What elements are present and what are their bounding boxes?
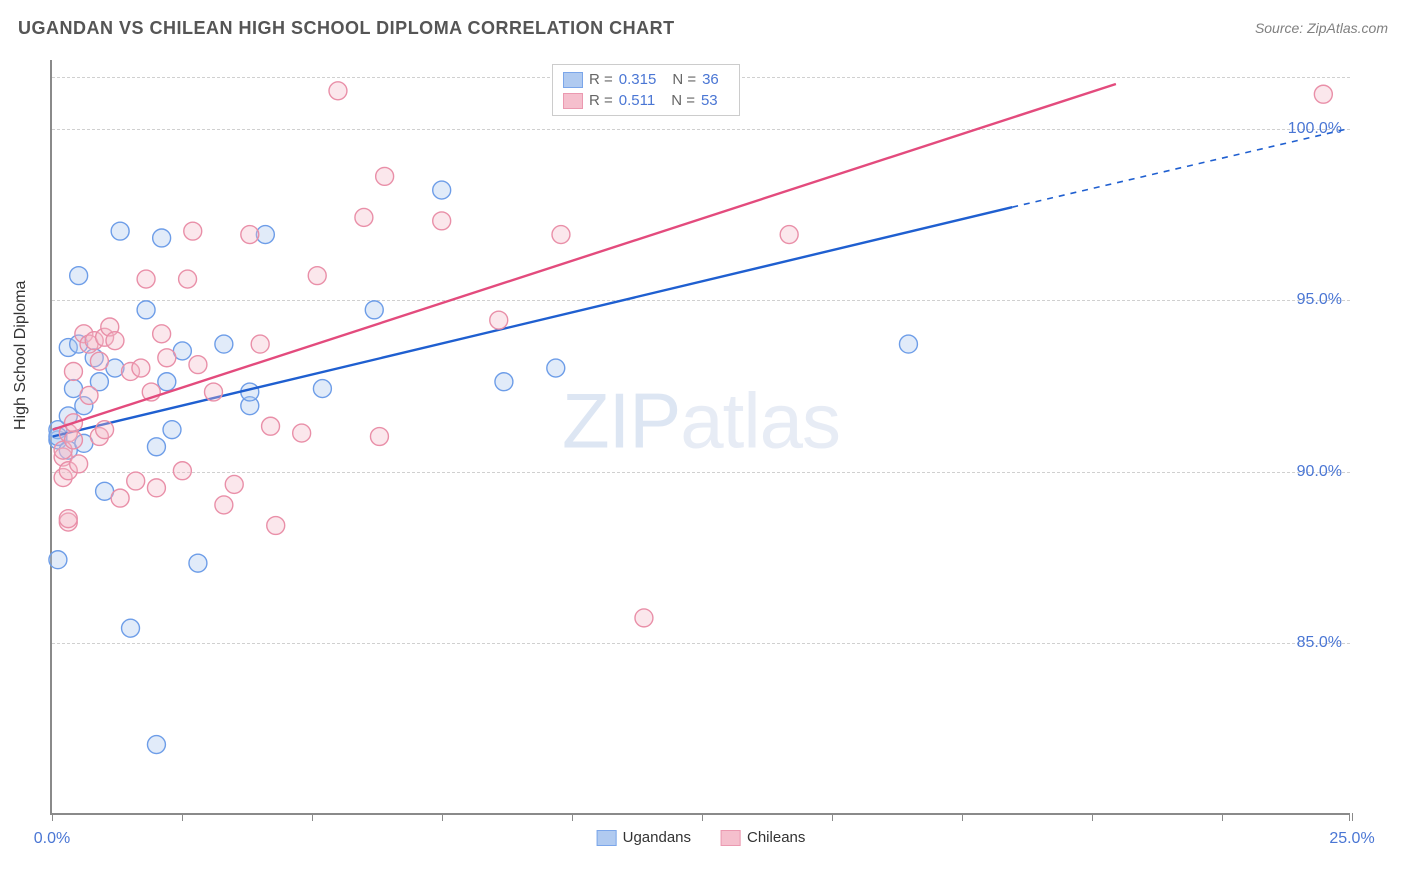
scatter-point [137, 301, 155, 319]
source-attribution: Source: ZipAtlas.com [1255, 20, 1388, 36]
trend-line-extrapolated [1012, 128, 1349, 207]
scatter-point [147, 438, 165, 456]
n-value: 36 [702, 71, 719, 88]
scatter-plot: ZIPatlas R =0.315N =36R =0.511N =53 Ugan… [50, 60, 1350, 815]
scatter-point [433, 212, 451, 230]
scatter-point [365, 301, 383, 319]
scatter-point [158, 349, 176, 367]
scatter-point [490, 311, 508, 329]
scatter-point [147, 736, 165, 754]
chart-title: UGANDAN VS CHILEAN HIGH SCHOOL DIPLOMA C… [18, 18, 675, 38]
scatter-point [267, 517, 285, 535]
trend-line [53, 207, 1012, 436]
scatter-point [899, 335, 917, 353]
scatter-point [780, 226, 798, 244]
r-value: 0.511 [619, 92, 655, 109]
scatter-point [70, 455, 88, 473]
scatter-point [262, 417, 280, 435]
x-tick [182, 813, 183, 821]
scatter-point [635, 609, 653, 627]
n-label: N = [671, 92, 695, 109]
scatter-point [153, 325, 171, 343]
scatter-point [111, 222, 129, 240]
x-tick [1352, 813, 1353, 821]
scatter-point [106, 332, 124, 350]
x-tick-label: 0.0% [34, 830, 70, 848]
x-tick [312, 813, 313, 821]
scatter-point [552, 226, 570, 244]
scatter-point [205, 383, 223, 401]
legend-swatch-icon [721, 830, 741, 846]
trend-line [53, 84, 1116, 430]
x-tick [1222, 813, 1223, 821]
x-tick [1092, 813, 1093, 821]
scatter-point [225, 475, 243, 493]
scatter-point [158, 373, 176, 391]
scatter-point [433, 181, 451, 199]
scatter-point [80, 386, 98, 404]
x-tick [52, 813, 53, 821]
scatter-point [308, 267, 326, 285]
scatter-point [215, 335, 233, 353]
r-value: 0.315 [619, 71, 657, 88]
r-label: R = [589, 71, 613, 88]
legend-swatch-icon [563, 72, 583, 88]
scatter-point [241, 226, 259, 244]
legend-row: R = 0.315 N = 36 [563, 69, 729, 90]
scatter-point [127, 472, 145, 490]
x-tick [702, 813, 703, 821]
scatter-point [189, 554, 207, 572]
x-tick [442, 813, 443, 821]
legend-item: Chileans [721, 829, 805, 846]
scatter-point [137, 270, 155, 288]
legend-swatch-icon [563, 93, 583, 109]
scatter-point [547, 359, 565, 377]
scatter-point [64, 362, 82, 380]
chart-canvas [52, 60, 1350, 813]
scatter-point [163, 421, 181, 439]
scatter-point [355, 208, 373, 226]
scatter-point [215, 496, 233, 514]
scatter-point [179, 270, 197, 288]
legend-label: Chileans [747, 829, 805, 846]
scatter-point [64, 431, 82, 449]
correlation-legend: R = 0.315 N = 36 R = 0.511 N = 53 [552, 64, 740, 116]
scatter-point [293, 424, 311, 442]
legend-row: R = 0.511 N = 53 [563, 90, 729, 111]
scatter-point [495, 373, 513, 391]
scatter-point [313, 380, 331, 398]
y-axis-label: High School Diploma [12, 281, 30, 430]
scatter-point [251, 335, 269, 353]
x-tick-label: 25.0% [1329, 830, 1374, 848]
x-tick [962, 813, 963, 821]
scatter-point [70, 267, 88, 285]
scatter-point [147, 479, 165, 497]
scatter-point [111, 489, 129, 507]
series-legend: Ugandans Chileans [597, 829, 806, 846]
legend-item: Ugandans [597, 829, 691, 846]
x-tick [572, 813, 573, 821]
scatter-point [153, 229, 171, 247]
legend-swatch-icon [597, 830, 617, 846]
scatter-point [90, 352, 108, 370]
scatter-point [1314, 85, 1332, 103]
n-label: N = [672, 71, 696, 88]
scatter-point [173, 462, 191, 480]
scatter-point [49, 551, 67, 569]
scatter-point [59, 510, 77, 528]
scatter-point [376, 167, 394, 185]
scatter-point [184, 222, 202, 240]
n-value: 53 [701, 92, 718, 109]
r-label: R = [589, 92, 613, 109]
scatter-point [122, 619, 140, 637]
scatter-point [96, 421, 114, 439]
scatter-point [329, 82, 347, 100]
scatter-point [370, 428, 388, 446]
scatter-point [132, 359, 150, 377]
scatter-point [189, 356, 207, 374]
legend-label: Ugandans [623, 829, 691, 846]
x-tick [832, 813, 833, 821]
